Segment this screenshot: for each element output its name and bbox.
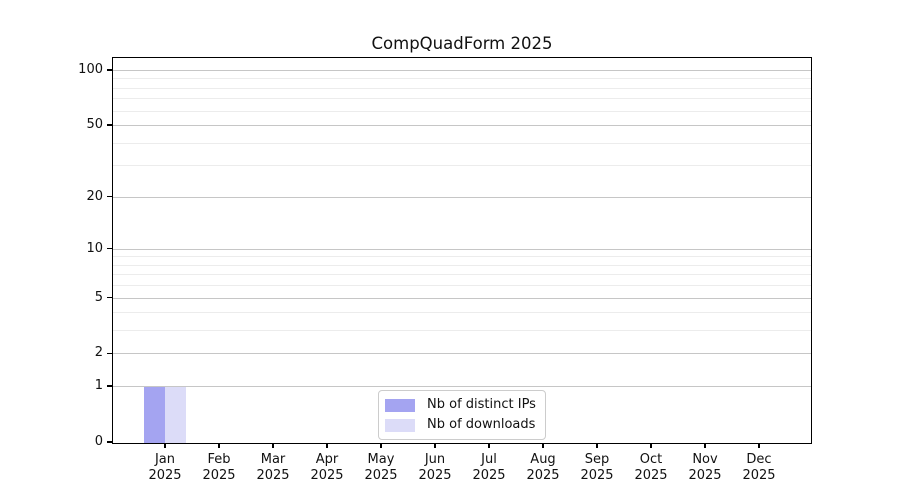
x-tick-year: 2025 [256, 467, 290, 483]
legend-label: Nb of distinct IPs [427, 397, 536, 412]
y-tick-mark [107, 195, 113, 198]
x-tick-mark [542, 443, 544, 448]
bar-nb-of-downloads [165, 387, 186, 443]
chart-title: CompQuadForm 2025 [371, 34, 553, 53]
minor-gridline [113, 110, 811, 112]
y-tick-mark [107, 247, 113, 250]
x-tick-label: Jul 2025 [462, 452, 516, 483]
bar-nb-of-distinct-ips [144, 387, 165, 443]
y-tick-label: 5 [94, 289, 103, 305]
x-tick-month: Feb [207, 452, 231, 467]
y-tick-mark [107, 124, 113, 126]
legend: Nb of distinct IPs Nb of downloads [378, 390, 546, 440]
major-gridline [113, 353, 811, 355]
x-tick-mark [164, 443, 166, 448]
y-tick-label: 50 [86, 117, 103, 132]
x-tick-year: 2025 [742, 467, 776, 483]
major-gridline [113, 248, 811, 250]
x-tick-month: May [367, 452, 395, 467]
minor-gridline [113, 264, 811, 266]
legend-swatch-nb-of-downloads [385, 418, 415, 432]
minor-gridline [113, 312, 811, 314]
x-tick-mark [596, 443, 598, 448]
x-tick-year: 2025 [202, 467, 236, 483]
x-tick-month: Mar [260, 452, 286, 467]
x-tick-mark [434, 443, 436, 448]
x-tick-label: Dec 2025 [732, 452, 786, 483]
y-tick-mark [107, 385, 113, 387]
x-tick-label: Feb 2025 [192, 452, 246, 483]
x-tick-month: Oct [639, 452, 663, 467]
x-tick-month: Apr [315, 452, 339, 467]
minor-gridline [113, 256, 811, 258]
x-tick-month: Sep [584, 452, 610, 467]
y-tick-label: 20 [86, 188, 103, 204]
x-tick-year: 2025 [418, 467, 452, 483]
y-tick-mark [107, 441, 113, 443]
x-tick-label: Mar 2025 [246, 452, 300, 483]
x-tick-month: Jul [481, 452, 497, 467]
x-tick-month: Jun [424, 452, 446, 467]
minor-gridline [113, 98, 811, 100]
x-tick-mark [380, 443, 382, 448]
major-gridline [113, 196, 811, 198]
minor-gridline [113, 165, 811, 167]
x-tick-year: 2025 [634, 467, 668, 483]
legend-label: Nb of downloads [427, 417, 536, 432]
x-tick-mark [704, 443, 706, 448]
minor-gridline [113, 87, 811, 89]
x-tick-mark [326, 443, 328, 448]
x-tick-year: 2025 [310, 467, 344, 483]
x-tick-year: 2025 [364, 467, 398, 483]
x-tick-year: 2025 [580, 467, 614, 483]
x-tick-year: 2025 [472, 467, 506, 483]
x-tick-label: Oct 2025 [624, 452, 678, 483]
x-tick-label: Nov 2025 [678, 452, 732, 483]
x-tick-year: 2025 [148, 467, 182, 483]
major-gridline [113, 69, 811, 71]
x-tick-label: Jun 2025 [408, 452, 462, 483]
x-tick-label: Jan 2025 [138, 452, 192, 483]
x-tick-month: Jan [154, 452, 176, 467]
x-tick-label: Aug 2025 [516, 452, 570, 483]
major-gridline [113, 125, 811, 126]
minor-gridline [113, 285, 811, 287]
legend-item-nb-of-distinct-ips: Nb of distinct IPs [385, 398, 536, 412]
x-tick-mark [272, 443, 274, 448]
y-tick-label: 10 [86, 240, 103, 256]
legend-swatch-nb-of-distinct-ips [385, 398, 415, 412]
y-tick-label: 0 [94, 434, 103, 449]
x-tick-month: Aug [530, 452, 556, 467]
x-tick-year: 2025 [688, 467, 722, 483]
y-tick-label: 1 [94, 378, 103, 394]
x-tick-label: Apr 2025 [300, 452, 354, 483]
major-gridline [113, 297, 811, 299]
x-tick-month: Nov [692, 452, 718, 467]
minor-gridline [113, 78, 811, 80]
legend-item-nb-of-downloads: Nb of downloads [385, 418, 536, 432]
y-tick-mark [107, 69, 113, 71]
plot-area [112, 57, 812, 444]
y-tick-label: 100 [78, 61, 103, 77]
x-tick-mark [758, 443, 760, 448]
minor-gridline [113, 330, 811, 332]
minor-gridline [113, 274, 811, 276]
x-tick-label: Sep 2025 [570, 452, 624, 483]
y-tick-mark [107, 352, 113, 355]
x-tick-month: Dec [746, 452, 772, 467]
x-tick-mark [488, 443, 490, 448]
x-tick-year: 2025 [526, 467, 560, 483]
x-tick-mark [218, 443, 220, 448]
minor-gridline [113, 142, 811, 144]
y-tick-mark [107, 296, 113, 299]
x-tick-mark [650, 443, 652, 448]
major-gridline [113, 386, 811, 388]
y-tick-label: 2 [94, 345, 103, 361]
x-tick-label: May 2025 [354, 452, 408, 483]
